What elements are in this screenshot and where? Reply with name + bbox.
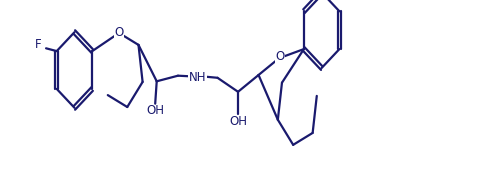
Text: NH: NH [189,71,206,83]
Text: O: O [275,50,285,63]
Text: OH: OH [146,104,164,117]
Text: OH: OH [229,115,247,128]
Text: F: F [35,38,42,51]
Text: O: O [115,26,124,39]
